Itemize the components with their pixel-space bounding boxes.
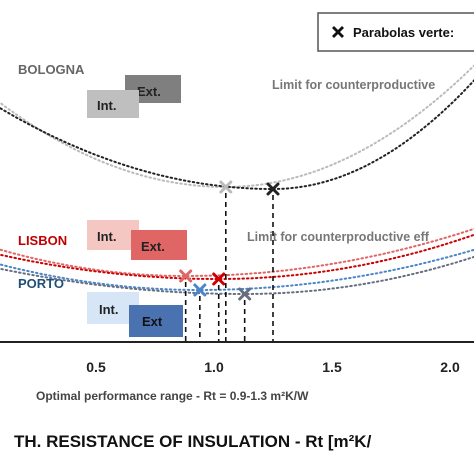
vertex-markers-layer: [179, 180, 280, 301]
curve-porto-ext: [0, 255, 474, 295]
vertex-marker-lisbon-int: [179, 269, 193, 283]
x-tick-label: 2.0: [440, 359, 460, 375]
lisbon-int-box: [87, 220, 139, 250]
curve-porto-int: [0, 248, 474, 291]
legend-box: [317, 12, 474, 52]
vertex-marker-porto-int: [193, 283, 207, 297]
vertex-marker-bologna-int: [219, 180, 233, 194]
droplines-layer: [184, 193, 274, 342]
porto-ext-label: Ext: [142, 314, 163, 329]
lisbon-int-label: Int.: [97, 229, 117, 244]
lisbon-ext-box: [131, 230, 187, 260]
legend: Parabolas verte:: [317, 12, 474, 52]
curve-lisbon-int: [0, 227, 474, 277]
bologna-badges: Ext. Int.: [87, 75, 181, 118]
curve-bologna-ext: [0, 79, 474, 190]
curves-layer: [0, 64, 474, 295]
city-label-porto: PORTO: [18, 276, 64, 291]
curve-bologna-int: [0, 64, 474, 188]
annotation-limit-portugal: Limit for counterproductive eff: [247, 230, 430, 244]
x-tick-label: 0.5: [86, 359, 106, 375]
bologna-ext-label: Ext.: [137, 84, 161, 99]
x-axis-title: TH. RESISTANCE OF INSULATION - Rt [m²K/: [14, 432, 372, 451]
bologna-int-label: Int.: [97, 98, 117, 113]
legend-label: Parabolas verte:: [353, 25, 454, 40]
x-tick-label: 1.5: [322, 359, 342, 375]
optimal-range-note: Optimal performance range - Rt = 0.9-1.3…: [36, 389, 309, 403]
lisbon-badges: Int. Ext.: [87, 220, 187, 260]
bologna-int-box: [87, 90, 139, 118]
vertex-marker-porto-ext: [238, 287, 252, 301]
porto-badges: Int. Ext: [87, 292, 183, 337]
x-tick-label: 1.0: [204, 359, 224, 375]
vertex-marker-bologna-ext: [266, 182, 280, 196]
curve-lisbon-ext: [0, 233, 474, 280]
porto-int-label: Int.: [99, 302, 119, 317]
vertex-marker-lisbon-ext: [212, 272, 226, 286]
lisbon-ext-label: Ext.: [141, 239, 165, 254]
city-label-lisbon: LISBON: [18, 233, 67, 248]
porto-ext-box: [129, 305, 183, 337]
legend-x-marker: [332, 26, 344, 38]
annotation-limit-bologna: Limit for counterproductive: [272, 78, 435, 92]
city-label-bologna: BOLOGNA: [18, 62, 85, 77]
x-ticks-layer: 0.5 1.0 1.5 2.0: [86, 359, 460, 375]
